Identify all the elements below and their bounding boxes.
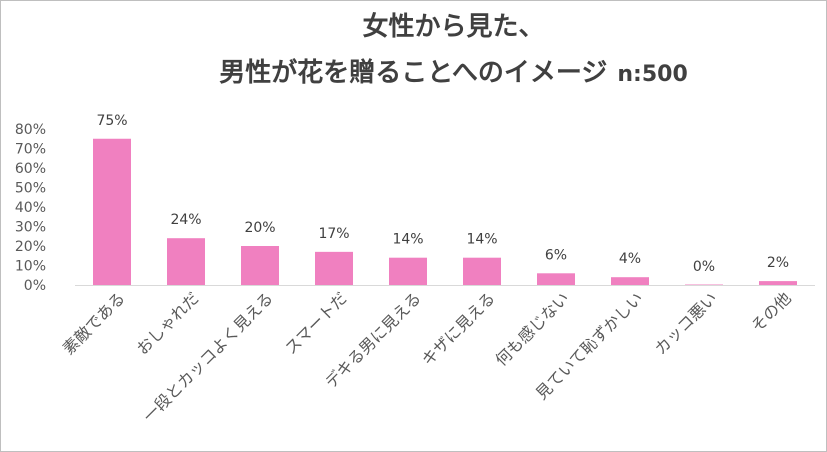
bar bbox=[315, 251, 353, 285]
category-label: 一段とカッコよく見える bbox=[139, 288, 277, 426]
y-tick-label: 0% bbox=[24, 278, 46, 294]
category-label: その他 bbox=[747, 288, 794, 335]
data-label: 0% bbox=[693, 259, 715, 275]
category-label: 何も感じない bbox=[492, 288, 573, 369]
category-label: スマートだ bbox=[281, 288, 351, 358]
y-tick-label: 30% bbox=[15, 220, 46, 236]
bar bbox=[463, 257, 501, 285]
data-label: 20% bbox=[244, 220, 275, 236]
bar bbox=[93, 138, 131, 285]
bar bbox=[685, 284, 723, 285]
sample-size-label: n:500 bbox=[617, 62, 688, 87]
bar bbox=[241, 246, 279, 285]
y-axis: 0% 10% 20% 30% 40% 50% 60% 70% 80% bbox=[15, 122, 815, 294]
chart-title-line1-text: 女性から見た、 bbox=[362, 12, 545, 42]
data-label: 14% bbox=[392, 232, 423, 248]
category-label: 素敵である bbox=[59, 288, 129, 358]
bar bbox=[759, 281, 797, 285]
data-label: 14% bbox=[466, 232, 497, 248]
category-label: おしゃれだ bbox=[133, 288, 203, 358]
bar bbox=[537, 273, 575, 285]
y-tick-label: 20% bbox=[15, 239, 46, 255]
y-tick-label: 60% bbox=[15, 161, 46, 177]
data-label: 75% bbox=[96, 113, 127, 129]
bars bbox=[93, 138, 797, 285]
category-label: カッコ悪い bbox=[651, 288, 721, 358]
y-tick-label: 40% bbox=[15, 200, 46, 216]
data-label: 2% bbox=[767, 255, 789, 271]
chart-title-line2: 男性が花を贈ることへのイメージ n:500 bbox=[0, 52, 827, 89]
data-label: 4% bbox=[619, 251, 641, 267]
category-label: キザに見える bbox=[418, 288, 499, 369]
y-tick-label: 50% bbox=[15, 181, 46, 197]
bar bbox=[389, 257, 427, 285]
chart-title-line2-text: 男性が花を贈ることへのイメージ bbox=[219, 58, 608, 88]
y-tick-label: 80% bbox=[15, 122, 46, 138]
y-tick-label: 70% bbox=[15, 142, 46, 158]
data-label: 17% bbox=[318, 226, 349, 242]
bar bbox=[167, 238, 205, 285]
data-label: 24% bbox=[170, 212, 201, 228]
y-tick-label: 10% bbox=[15, 259, 46, 275]
bar bbox=[611, 277, 649, 285]
data-labels: 75% 24% 20% 17% 14% 14% 6% 4% 0% 2% bbox=[96, 113, 789, 275]
data-label: 6% bbox=[545, 247, 567, 263]
chart-title-line1: 女性から見た、 bbox=[0, 6, 827, 43]
